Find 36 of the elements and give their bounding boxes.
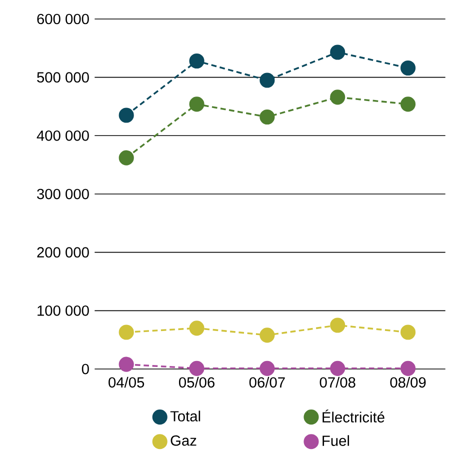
point — [118, 150, 134, 166]
x-tick-label: 05/06 — [178, 376, 214, 388]
x-tick-label: 07/08 — [320, 376, 356, 388]
y-tick-label: 100 000 — [38, 305, 89, 316]
legend-label: Total — [170, 410, 200, 422]
point — [330, 44, 346, 60]
legend-label: Fuel — [322, 435, 349, 446]
y-tick-label: 200 000 — [37, 247, 89, 258]
point — [400, 360, 416, 376]
y-tick-label: 600 000 — [37, 14, 89, 24]
point — [260, 328, 275, 343]
point — [118, 108, 134, 123]
point — [189, 53, 204, 69]
point — [260, 72, 275, 88]
point — [189, 320, 204, 336]
point — [330, 360, 346, 376]
legend-label: Gaz — [170, 435, 196, 446]
x-tick-label: 06/07 — [249, 376, 285, 388]
y-tick-label: 400 000 — [36, 130, 89, 141]
point — [189, 360, 204, 376]
point — [330, 318, 346, 333]
point — [400, 60, 416, 76]
point — [400, 324, 416, 340]
point — [400, 96, 416, 112]
legend-label: Électricité — [322, 410, 384, 422]
point — [118, 324, 134, 340]
x-tick-label: 04/05 — [108, 376, 144, 388]
x-tick-label: 08/09 — [390, 376, 426, 388]
point — [260, 360, 275, 376]
point — [260, 109, 275, 125]
point — [118, 356, 134, 372]
y-tick-label: 0 — [82, 364, 89, 374]
y-tick-label: 300 000 — [37, 188, 89, 200]
y-tick-label: 500 000 — [37, 72, 89, 83]
point — [330, 90, 346, 105]
point — [189, 96, 204, 112]
